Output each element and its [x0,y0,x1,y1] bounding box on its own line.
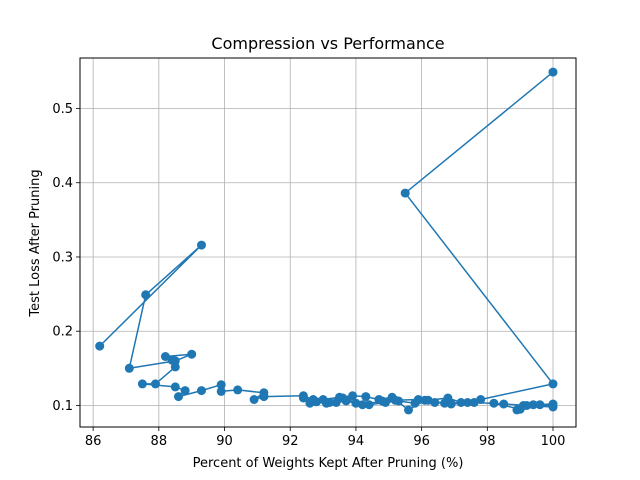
data-point [174,392,183,402]
x-axis-title: Percent of Weights Kept After Pruning (%… [193,456,464,471]
data-point [197,240,206,250]
data-point [528,400,538,410]
x-tick-label: 96 [413,434,430,449]
data-point [420,395,430,405]
data-point [187,349,197,359]
data-point [361,392,371,402]
data-point [364,400,374,410]
y-tick-label: 0.2 [52,325,73,340]
data-point [259,388,269,398]
data-point [440,398,450,408]
data-point [456,398,466,407]
y-axis-ticks: 0.1 0.2 0.3 0.4 0.5 [52,102,80,414]
data-point [469,398,479,407]
data-point [522,401,532,410]
grid [80,58,576,427]
data-point [489,398,499,408]
data-point [160,352,170,361]
x-tick-label: 98 [479,434,496,449]
data-point [338,393,348,403]
x-axis-ticks: 86 88 90 92 94 96 98 100 [85,427,566,449]
data-point [170,382,180,392]
data-point [308,395,318,404]
data-point [124,363,134,373]
data-point [348,391,358,401]
data-point [233,385,243,395]
plot-frame [79,57,577,428]
y-tick-label: 0.1 [52,399,73,414]
y-tick-label: 0.4 [52,176,73,191]
data-point [413,395,423,404]
data-point [137,379,147,389]
data-point [535,400,545,410]
data-point [151,379,160,389]
x-tick-label: 88 [151,434,168,449]
data-point [95,341,105,351]
data-point [358,400,367,410]
data-point [512,405,522,415]
data-point [216,386,226,396]
y-tick-label: 0.3 [52,250,73,265]
data-point [463,398,473,407]
data-point [430,398,440,407]
series [95,67,558,415]
x-tick-label: 100 [541,434,566,449]
series-line [99,71,554,411]
data-point [548,67,558,77]
y-tick-label: 0.5 [52,102,73,117]
x-tick-label: 92 [282,434,299,449]
data-point [377,396,387,406]
data-point [141,290,151,300]
data-point [180,386,190,396]
data-point [170,356,180,366]
data-point [548,402,558,412]
data-point [404,405,413,415]
y-axis-title: Test Loss After Pruning [28,169,43,317]
x-tick-label: 94 [348,434,365,449]
x-tick-label: 86 [85,434,102,449]
chart-title: Compression vs Performance [211,34,444,53]
data-point [400,188,410,198]
data-point [325,398,335,407]
data-point [197,386,206,396]
x-tick-label: 90 [216,434,233,449]
data-point [298,391,308,401]
data-point [216,380,226,390]
data-point [548,379,558,389]
data-point [249,395,259,404]
data-point [390,395,400,405]
data-point [446,399,456,409]
data-point [499,399,509,409]
